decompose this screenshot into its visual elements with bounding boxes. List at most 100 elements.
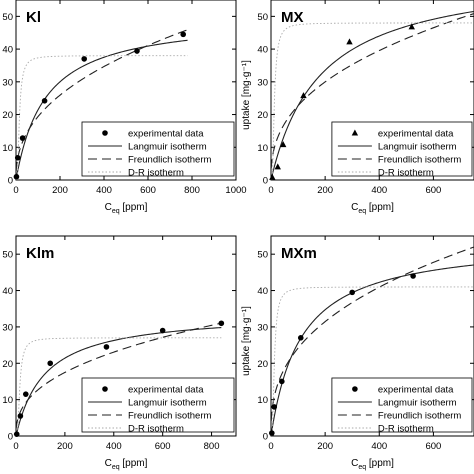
x-axis-label-unit: [ppm] <box>120 458 148 469</box>
y-tick-label: 50 <box>257 12 268 23</box>
x-tick-label: 200 <box>52 185 68 196</box>
panel-3: 0 10 20 30 40 50 0 200 400 600 800 Ceq [ppm] Klm expe… <box>2 235 237 471</box>
legend: experimental data Langmuir isotherm Freund… <box>331 121 473 179</box>
data-point <box>218 320 225 327</box>
x-axis-label-sub: eq <box>112 464 120 471</box>
legend-marker <box>351 129 359 136</box>
y-tick-label: 10 <box>2 395 13 406</box>
data-point <box>297 335 304 341</box>
legend-label: D-R isotherm <box>378 424 434 435</box>
plot-frame <box>270 0 474 181</box>
data-point <box>14 154 21 161</box>
dr-curve <box>16 337 222 436</box>
x-axis-label-main: C <box>105 458 112 469</box>
y-tick-label: 40 <box>2 286 13 297</box>
data-point <box>13 431 20 437</box>
legend-label: Freundlich isotherm <box>378 155 462 166</box>
y-tick-label: 50 <box>2 12 13 23</box>
y-tick-label: 50 <box>257 250 268 261</box>
legend-label: Freundlich isotherm <box>128 411 212 422</box>
langmuir-curve <box>271 10 474 179</box>
legend-label: experimental data <box>128 129 204 140</box>
x-tick-label: 0 <box>268 185 273 196</box>
dr-curve <box>271 286 474 436</box>
panel-label: MXm <box>281 245 317 262</box>
panel-1: 0 10 20 30 40 50 0 200 400 600 800 1000 Ceq [ppm] Kl e… <box>2 0 247 215</box>
y-tick-label: 0 <box>8 432 13 443</box>
freundlich-curve <box>16 322 222 429</box>
curves <box>16 29 188 180</box>
data-point <box>41 98 48 104</box>
y-tick-label: 0 <box>263 176 268 187</box>
legend-label: Langmuir isotherm <box>378 398 457 409</box>
x-axis-label-main: C <box>351 458 358 469</box>
data-point <box>103 344 110 350</box>
x-tick-label: 0 <box>13 441 18 452</box>
x-axis-label-main: C <box>351 202 358 213</box>
legend-label: D-R isotherm <box>128 168 184 179</box>
panel-label: MX <box>281 9 304 26</box>
data-point <box>274 163 281 170</box>
panel-label: Kl <box>26 9 41 26</box>
panel-label: Klm <box>26 245 54 262</box>
x-axis-label-sub: eq <box>358 208 366 215</box>
data-point <box>81 56 87 62</box>
x-tick-label: 600 <box>155 441 171 452</box>
y-axis-label: uptake [mg·g⁻¹] <box>241 306 252 376</box>
data-point <box>279 141 287 148</box>
dr-curve <box>271 22 474 180</box>
x-axis-label-unit: [ppm] <box>366 202 394 213</box>
data-point <box>300 92 307 99</box>
y-tick-label: 30 <box>257 322 268 333</box>
x-tick-label: 600 <box>140 185 156 196</box>
panel-2: 0 10 20 30 40 50 0 200 400 600 Ceq [ppm] uptake [mg… <box>241 0 474 215</box>
dr-curve <box>16 55 188 180</box>
x-axis-label-unit: [ppm] <box>366 458 394 469</box>
x-axis-label-sub: eq <box>112 208 120 215</box>
legend-label: experimental data <box>378 385 454 396</box>
y-tick-label: 20 <box>257 110 268 121</box>
freundlich-curve <box>16 29 188 171</box>
x-tick-label: 800 <box>204 441 220 452</box>
curves <box>271 10 474 180</box>
plot-frame <box>15 235 237 437</box>
legend-marker <box>102 386 108 392</box>
data-point <box>408 23 415 30</box>
legend-marker <box>352 386 358 392</box>
data-point <box>180 31 186 38</box>
legend: experimental data Langmuir isotherm Freund… <box>331 377 473 435</box>
y-tick-label: 50 <box>2 250 13 261</box>
legend: experimental data Langmuir isotherm Freund… <box>81 377 235 435</box>
data-point <box>269 430 275 436</box>
x-axis-label-main: C <box>105 202 112 213</box>
data-point <box>410 273 416 279</box>
y-tick-label: 40 <box>2 45 13 56</box>
legend-label: Langmuir isotherm <box>128 142 207 153</box>
legend-label: experimental data <box>128 385 204 396</box>
y-tick-label: 0 <box>263 432 268 443</box>
x-tick-label: 400 <box>371 441 387 452</box>
x-tick-label: 200 <box>317 441 333 452</box>
legend: experimental data Langmuir isotherm Freund… <box>81 121 235 179</box>
data-point <box>17 413 24 419</box>
data-point <box>269 173 276 180</box>
legend-box <box>81 377 235 433</box>
x-tick-label: 200 <box>57 441 73 452</box>
data-point <box>279 378 285 385</box>
x-axis-label-unit: [ppm] <box>120 202 148 213</box>
data-point <box>346 38 353 45</box>
x-tick-label: 800 <box>184 185 200 196</box>
data-point <box>22 391 29 397</box>
y-tick-label: 30 <box>257 77 268 88</box>
freundlich-curve <box>271 246 474 421</box>
y-axis-label: uptake [mg·g⁻¹] <box>241 60 252 130</box>
x-tick-label: 400 <box>106 441 122 452</box>
x-tick-label: 200 <box>317 185 333 196</box>
legend-label: Langmuir isotherm <box>128 398 207 409</box>
data-point <box>13 173 20 180</box>
legend-label: D-R isotherm <box>378 168 434 179</box>
data-point <box>349 289 356 296</box>
legend-marker <box>102 130 108 136</box>
x-axis-label: Ceq [ppm] <box>105 458 148 471</box>
